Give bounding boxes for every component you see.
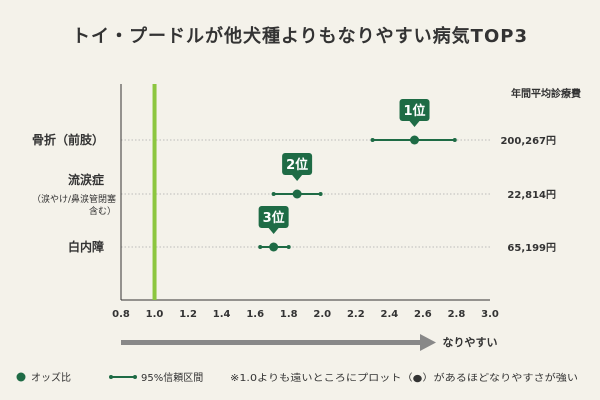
- x-tick-label: 1.0: [146, 309, 164, 320]
- ci-low-cap: [370, 138, 375, 142]
- legend-ci-cap-left: [109, 375, 113, 379]
- rank-label: 3位: [263, 210, 285, 226]
- legend-point-label: オッズ比: [31, 371, 71, 384]
- annual-cost-value: 22,814円: [507, 189, 556, 201]
- ci-high-cap: [452, 138, 457, 142]
- odds-ratio-point: [292, 189, 302, 199]
- row-sublabel: 含む）: [89, 205, 116, 217]
- rank-label: 2位: [286, 157, 308, 173]
- x-tick-label: 2.0: [313, 309, 331, 320]
- x-axis-label: なりやすい: [443, 336, 498, 349]
- legend-ci-cap-right: [133, 375, 137, 379]
- arrow-shaft: [121, 340, 421, 345]
- x-tick-label: 2.2: [347, 309, 365, 320]
- x-tick-label: 3.0: [481, 309, 499, 320]
- annual-cost-value: 65,199円: [507, 242, 556, 254]
- ci-high-cap: [318, 192, 323, 196]
- legend-ci-label: 95%信頼区間: [141, 372, 203, 384]
- legend-point-marker: [16, 372, 26, 382]
- x-tick-label: 2.6: [414, 309, 432, 320]
- row-label: 白内障: [68, 239, 104, 254]
- ci-high-cap: [286, 245, 291, 249]
- x-tick-label: 0.8: [112, 309, 130, 320]
- x-tick-label: 1.8: [280, 309, 298, 320]
- rank-callout-pointer: [409, 121, 420, 127]
- rank-callout-pointer: [292, 175, 303, 181]
- rank-callout: [282, 153, 313, 175]
- arrow-head: [420, 334, 436, 351]
- ci-low-cap: [258, 245, 263, 249]
- row-sublabel: （涙やけ/鼻涙管閉塞: [32, 193, 116, 205]
- x-tick-label: 2.4: [381, 309, 399, 320]
- odds-ratio-point: [410, 135, 420, 145]
- row-label: 流涙症: [68, 172, 104, 187]
- x-tick-label: 1.2: [179, 309, 197, 320]
- annual-cost-value: 200,267円: [500, 135, 556, 147]
- rank-callout: [258, 206, 289, 228]
- x-tick-label: 1.6: [246, 309, 264, 320]
- cost-header: 年間平均診療費: [511, 87, 581, 100]
- x-tick-label: 1.4: [213, 309, 231, 320]
- odds-ratio-point: [269, 242, 279, 252]
- rank-callout: [399, 99, 430, 121]
- rank-callout-pointer: [268, 228, 279, 234]
- legend-note: ※1.0よりも遠いところにプロット（●）があるほどなりやすさが強い: [230, 372, 578, 384]
- row-label: 骨折（前肢）: [32, 132, 104, 147]
- rank-label: 1位: [403, 103, 425, 119]
- x-tick-label: 2.8: [448, 309, 466, 320]
- chart-title: トイ・プードルが他犬種よりもなりやすい病気TOP3: [72, 26, 528, 47]
- ci-low-cap: [271, 192, 276, 196]
